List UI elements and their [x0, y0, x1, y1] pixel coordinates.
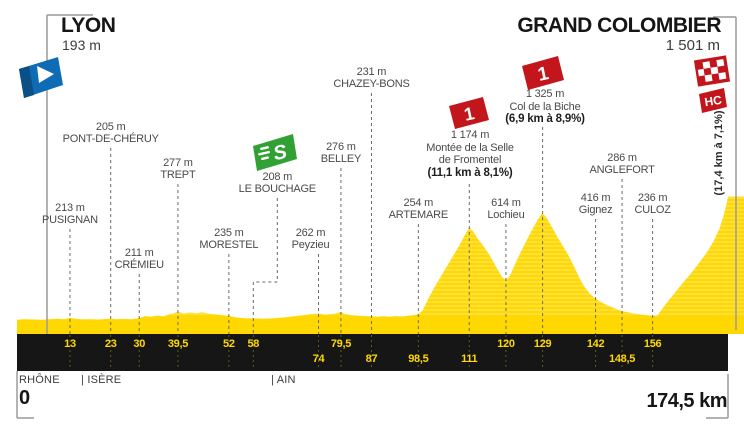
- sprint-symbol: S: [271, 141, 289, 165]
- town-label: 614 m Lochieu: [487, 197, 525, 221]
- category-1-badge-icon: 1: [446, 94, 492, 136]
- start-flag-icon: [16, 54, 68, 107]
- km-tick-label: 30: [133, 338, 146, 350]
- region-label: | AIN: [271, 374, 296, 386]
- climb-elevation: 1 325 m: [525, 88, 565, 100]
- category-number: 1: [536, 63, 551, 86]
- category-number: 1: [462, 103, 476, 125]
- km-tick-label: 120: [497, 338, 515, 350]
- start-elevation: 193 m: [62, 37, 101, 53]
- km-tick-label: 39,5: [167, 338, 189, 350]
- km-tick-label: 58: [247, 338, 260, 350]
- km-tick-label: 142: [586, 338, 605, 350]
- category-1-badge-icon: 1: [519, 53, 567, 97]
- finish-elevation: 1 501 m: [665, 37, 720, 54]
- finish-location: GRAND COLOMBIER: [517, 14, 721, 37]
- climb-stats: (6,9 km à 8,9%): [505, 113, 585, 125]
- town-label: 235 m MORESTEL: [199, 227, 259, 251]
- km-tick-label: 74: [312, 353, 325, 365]
- town-label: 276 m BELLEY: [320, 141, 362, 165]
- town-label: 286 m ANGLEFORT: [589, 152, 655, 176]
- town-label: 213 m PUSIGNAN: [42, 202, 98, 226]
- climb-elevation: 1 174 m: [450, 129, 490, 141]
- town-label: 416 m Gignez: [578, 192, 613, 216]
- km-tick-label: 87: [365, 353, 378, 365]
- climb-name: Col de la Biche: [509, 100, 581, 113]
- climb-label-fromentel: 1 174 m Montée de la Selle de Fromentel …: [426, 129, 514, 179]
- km-tick-label: 156: [643, 338, 662, 350]
- climb-stats: (11,1 km à 8,1%): [427, 166, 513, 179]
- region-label: | ISÈRE: [81, 374, 122, 386]
- town-label: 254 m ARTEMARE: [388, 197, 449, 221]
- town-label: 231 m CHAZEY-BONS: [333, 66, 410, 90]
- climb-label-biche: 1 325 m Col de la Biche (6,9 km à 8,9%): [505, 88, 585, 126]
- hc-badge-icon: HC: [696, 85, 730, 120]
- final-climb-stats: (17,4 km à 7,1%): [713, 110, 725, 196]
- km-tick-label: 98,5: [408, 353, 429, 365]
- town-label: 262 m Peyzieu: [291, 227, 330, 251]
- total-distance-label: 174,5 km: [646, 390, 727, 412]
- km-start-label: 0: [19, 387, 31, 409]
- km-tick-label: 52: [223, 338, 235, 350]
- km-tick-label: 23: [104, 338, 117, 350]
- finish-flag-icon: [693, 53, 731, 94]
- town-label: 236 m CULOZ: [634, 192, 671, 216]
- km-tick-label: 129: [533, 338, 552, 350]
- km-tick-label: 148,5: [609, 353, 636, 365]
- region-label: RHÔNE: [19, 374, 60, 386]
- climb-name: de Fromentel: [438, 154, 502, 166]
- town-label: 205 m PONT-DE-CHÉRUY: [62, 121, 159, 145]
- climb-name: Montée de la Selle: [426, 141, 514, 154]
- sprint-badge-icon: S: [249, 130, 301, 180]
- town-label: 211 m CRÉMIEU: [114, 247, 165, 271]
- town-label: 277 m TREPT: [160, 157, 196, 181]
- km-tick-label: 111: [461, 353, 478, 365]
- km-tick-label: 79,5: [330, 338, 352, 350]
- km-tick-label: 13: [64, 338, 76, 350]
- hc-label: HC: [703, 93, 723, 110]
- start-location: LYON: [61, 14, 116, 37]
- town-label: 208 m LE BOUCHAGE: [238, 171, 316, 195]
